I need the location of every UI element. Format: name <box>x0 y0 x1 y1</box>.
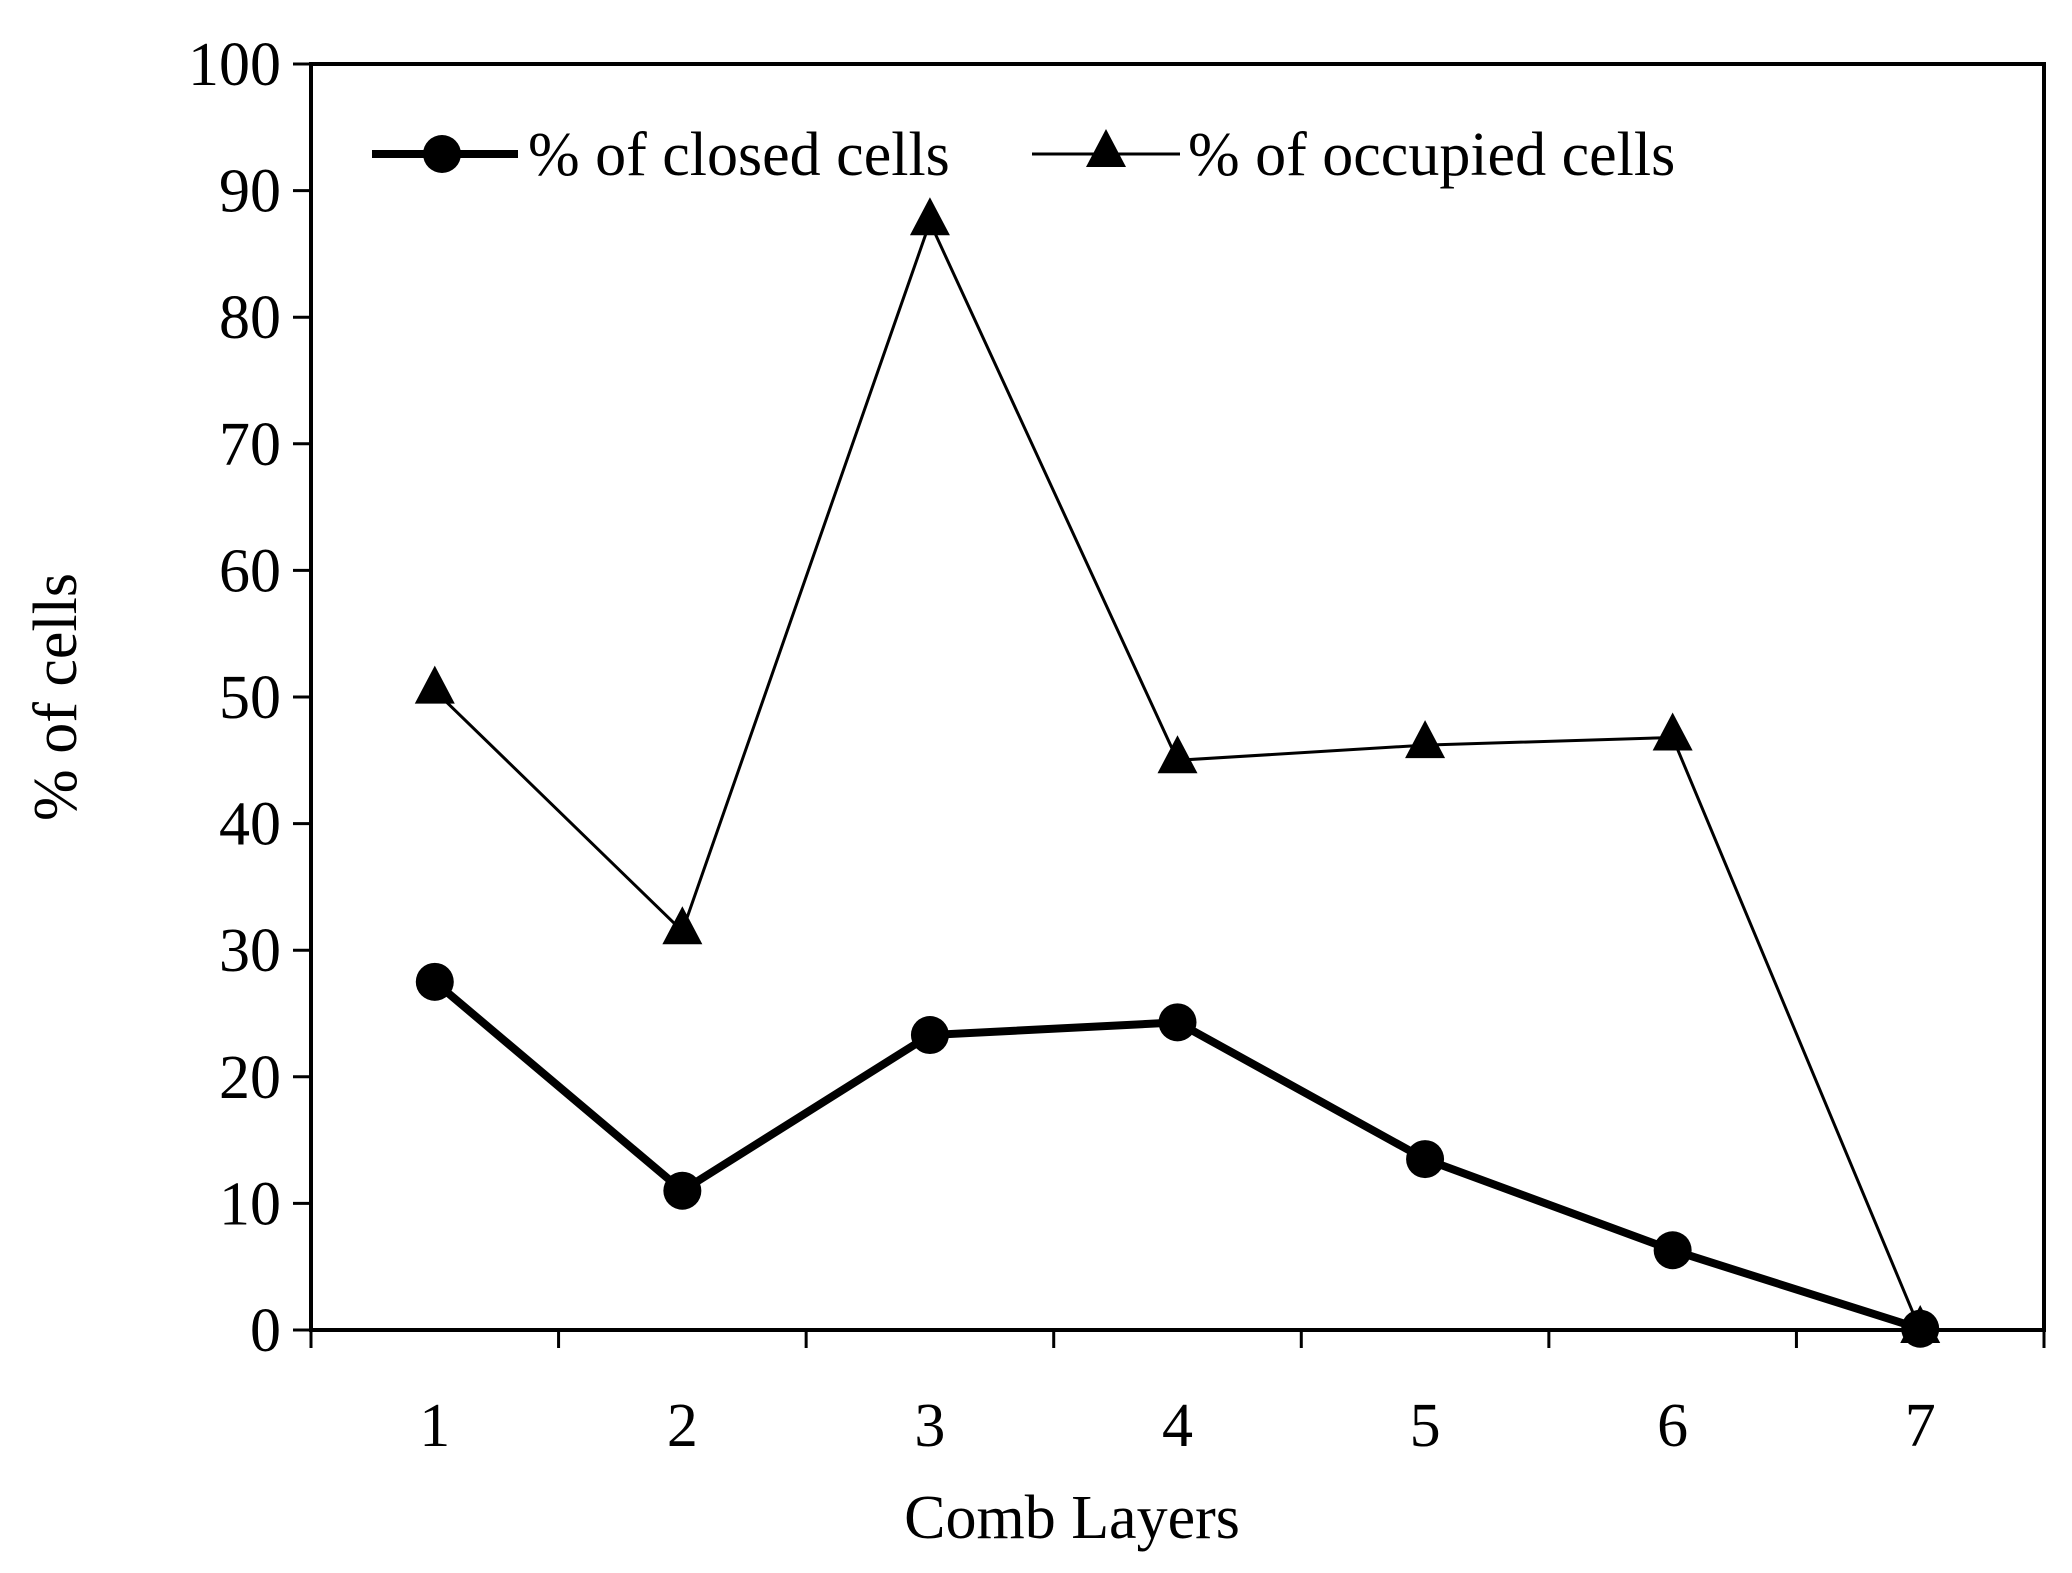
data-point-circle <box>1653 1231 1692 1270</box>
y-tick-label: 90 <box>219 158 281 226</box>
x-tick-label: 3 <box>914 1392 945 1460</box>
x-tick-label: 2 <box>667 1392 698 1460</box>
data-point-circle <box>910 1016 949 1055</box>
y-tick-label: 100 <box>188 31 281 99</box>
data-point-triangle <box>1157 735 1198 774</box>
y-axis: 0 10 20 30 40 50 60 70 80 90 100 <box>188 31 311 1365</box>
y-tick-label: 0 <box>250 1297 281 1365</box>
x-tick-label: 7 <box>1905 1392 1936 1460</box>
y-tick-label: 20 <box>219 1044 281 1112</box>
data-point-circle <box>1158 1003 1197 1042</box>
data-point-triangle <box>1652 712 1693 751</box>
data-point-triangle <box>414 665 455 704</box>
data-point-triangle <box>1405 720 1446 759</box>
series-layer <box>414 197 1941 1348</box>
y-tick-label: 80 <box>219 284 281 352</box>
data-point-triangle <box>662 906 703 945</box>
y-tick-label: 50 <box>219 664 281 732</box>
y-tick-label: 40 <box>219 791 281 859</box>
x-tick-label: 4 <box>1162 1392 1193 1460</box>
x-axis: 1 2 3 4 5 6 7 <box>309 1330 2046 1460</box>
series-closed-cells <box>415 962 1940 1348</box>
legend-label-closed: % of closed cells <box>528 121 950 189</box>
x-axis-title: Comb Layers <box>904 1484 1240 1552</box>
data-point-circle <box>415 962 454 1001</box>
y-tick-label: 30 <box>219 917 281 985</box>
series-occupied-cells <box>414 197 1941 1343</box>
x-tick-label: 6 <box>1657 1392 1688 1460</box>
y-tick-label: 10 <box>219 1170 281 1238</box>
data-point-circle <box>663 1171 702 1210</box>
y-tick-label: 70 <box>219 411 281 479</box>
legend-occupied-marker <box>1086 129 1126 167</box>
legend-label-occupied: % of occupied cells <box>1188 121 1675 189</box>
legend-closed-marker <box>423 135 461 173</box>
data-point-triangle <box>909 197 950 236</box>
data-point-circle <box>1406 1140 1445 1179</box>
legend: % of closed cells % of occupied cells <box>372 121 1675 189</box>
x-tick-label: 1 <box>419 1392 450 1460</box>
y-tick-label: 60 <box>219 537 281 605</box>
data-point-triangle <box>1900 1305 1941 1343</box>
y-axis-title: % of cells <box>22 573 90 821</box>
x-tick-label: 5 <box>1410 1392 1441 1460</box>
